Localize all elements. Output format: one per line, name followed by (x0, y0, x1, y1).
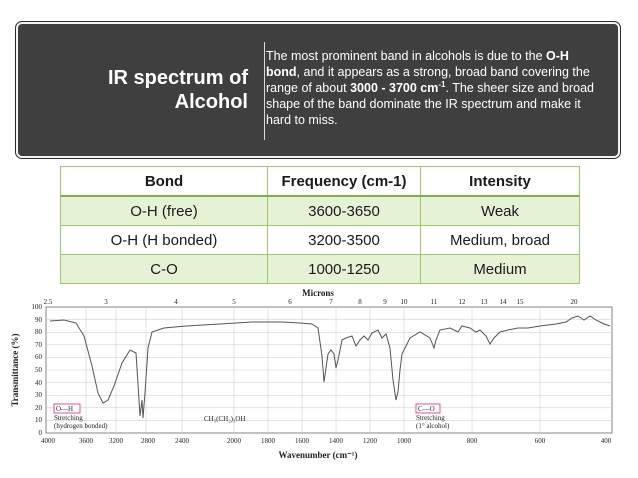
micron-tick: 8 (358, 298, 362, 306)
x-tick: 2800 (141, 437, 156, 445)
slide-title: IR spectrum of Alcohol (58, 66, 248, 114)
desc-text-1: The most prominent band in alcohols is d… (266, 49, 547, 63)
oh-annotation-line1: Stretching (54, 414, 83, 422)
micron-tick: 4 (174, 298, 178, 306)
y-tick: 40 (35, 379, 43, 387)
x-tick: 2000 (227, 437, 242, 445)
micron-tick: 14 (500, 298, 508, 306)
cell-frequency: 3600-3650 (267, 195, 421, 226)
y-tick: 100 (32, 303, 43, 311)
spectrum-curve (49, 315, 611, 419)
micron-tick: 6 (288, 298, 292, 306)
cell-bond: O-H (free) (60, 195, 268, 226)
table-row: O-H (H bonded) 3200-3500 Medium, broad (60, 225, 580, 255)
x-tick: 1800 (261, 437, 276, 445)
table-row: O-H (free) 3600-3650 Weak (60, 195, 580, 226)
y-tick: 20 (35, 404, 43, 412)
micron-tick: 7 (329, 298, 333, 306)
micron-tick: 15 (517, 298, 525, 306)
micron-ticks: 2.5 3 4 5 6 7 8 9 10 11 12 13 14 15 20 (44, 298, 578, 306)
co-box-label: C—O (418, 405, 435, 413)
oh-annotation: O—H Stretching (hydrogen bonded) (53, 403, 108, 430)
header-bond: Bond (60, 166, 268, 197)
micron-tick: 2.5 (44, 298, 53, 306)
banner-description: The most prominent band in alcohols is d… (266, 48, 606, 128)
microns-label: Microns (302, 288, 334, 298)
x-tick: 4000 (41, 437, 56, 445)
co-annotation-line2: (1° alcohol) (416, 422, 450, 430)
x-tick: 1400 (329, 437, 344, 445)
y-ticks: 100 90 80 70 60 50 40 30 20 10 0 (32, 303, 43, 437)
title-banner: IR spectrum of Alcohol The most prominen… (15, 21, 621, 159)
micron-tick: 12 (459, 298, 467, 306)
x-tick: 800 (467, 437, 478, 445)
desc-bold-1: O-H bond (266, 49, 569, 79)
cell-bond: C-O (60, 254, 268, 284)
micron-tick: 20 (571, 298, 579, 306)
x-tick: 3600 (79, 437, 94, 445)
x-axis-label: Wavenumber (cm⁻¹) (278, 450, 357, 460)
table-row: C-O 1000-1250 Medium (60, 254, 580, 284)
cell-bond: O-H (H bonded) (60, 225, 268, 255)
x-tick: 600 (535, 437, 546, 445)
oh-box-label: O—H (56, 405, 73, 413)
oh-annotation-line2: (hydrogen bonded) (54, 422, 108, 430)
x-tick: 3200 (109, 437, 124, 445)
micron-tick: 5 (232, 298, 236, 306)
cell-intensity: Medium (420, 254, 580, 284)
y-tick: 70 (35, 341, 43, 349)
frequency-table: Bond Frequency (cm-1) Intensity O-H (fre… (60, 166, 580, 284)
desc-bold-2-sup: -1 (438, 79, 446, 89)
x-tick: 1600 (295, 437, 310, 445)
y-tick: 10 (35, 416, 43, 424)
desc-text-3: . The sheer size and broad shape of the … (266, 81, 594, 127)
x-tick: 1000 (397, 437, 412, 445)
co-annotation: C—O Stretching (1° alcohol) (415, 403, 450, 430)
cell-intensity: Medium, broad (420, 225, 580, 255)
banner-divider (264, 42, 265, 140)
compound-formula: CH₃(CH₂)₃OH (204, 415, 246, 423)
co-annotation-line1: Stretching (416, 414, 445, 422)
slide-title-line2: Alcohol (174, 91, 248, 113)
y-tick: 90 (35, 316, 43, 324)
y-tick: 80 (35, 328, 43, 336)
y-tick: 50 (35, 366, 43, 374)
header-intensity: Intensity (420, 166, 580, 197)
desc-text-2: , and it appears as a strong, broad band… (266, 65, 590, 95)
x-ticks: 4000 3600 3200 2800 2400 2000 1800 1600 … (41, 437, 612, 445)
ir-spectrum-plot: Microns 2.5 3 4 5 6 7 8 9 10 11 12 13 14… (10, 288, 613, 460)
micron-tick: 3 (104, 298, 108, 306)
micron-tick: 13 (481, 298, 489, 306)
x-tick: 2400 (175, 437, 190, 445)
y-axis-label: Transmittance (%) (10, 333, 20, 406)
micron-tick: 9 (383, 298, 387, 306)
plot-grid (45, 306, 613, 434)
y-tick: 30 (35, 391, 43, 399)
header-frequency: Frequency (cm-1) (267, 166, 421, 197)
micron-tick: 11 (431, 298, 438, 306)
y-tick: 0 (39, 429, 43, 437)
micron-tick: 10 (401, 298, 409, 306)
y-tick: 60 (35, 353, 43, 361)
cell-frequency: 1000-1250 (267, 254, 421, 284)
cell-frequency: 3200-3500 (267, 225, 421, 255)
slide-title-line1: IR spectrum of (107, 67, 248, 89)
desc-bold-2: 3000 - 3700 cm-1 (350, 79, 446, 95)
x-tick: 400 (601, 437, 612, 445)
desc-bold-2-text: 3000 - 3700 cm (350, 81, 439, 95)
x-tick: 1200 (363, 437, 378, 445)
table-header-row: Bond Frequency (cm-1) Intensity (60, 166, 580, 197)
cell-intensity: Weak (420, 195, 580, 226)
